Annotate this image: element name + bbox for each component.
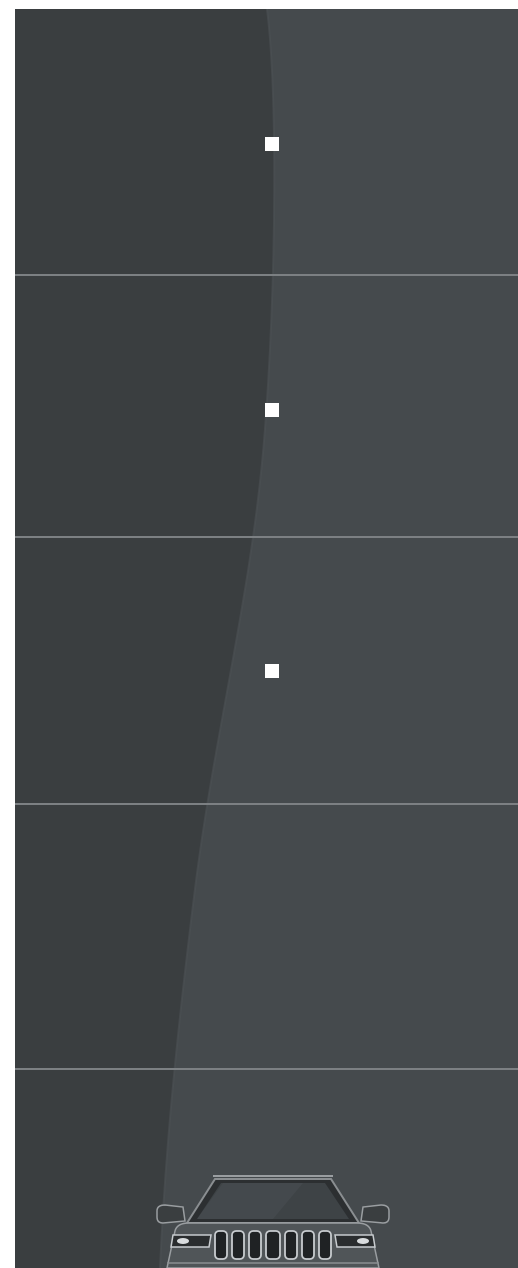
square-indicator-icon[interactable] bbox=[265, 664, 279, 678]
panel-3[interactable] bbox=[15, 538, 518, 805]
panel-4[interactable] bbox=[15, 805, 518, 1070]
dark-panel-container bbox=[15, 9, 518, 1268]
suv-front-image bbox=[156, 1175, 390, 1268]
square-indicator-icon[interactable] bbox=[265, 137, 279, 151]
background-curve-shape bbox=[15, 9, 276, 1268]
panel-1[interactable] bbox=[15, 9, 518, 276]
square-indicator-icon[interactable] bbox=[265, 403, 279, 417]
panel-2[interactable] bbox=[15, 276, 518, 538]
